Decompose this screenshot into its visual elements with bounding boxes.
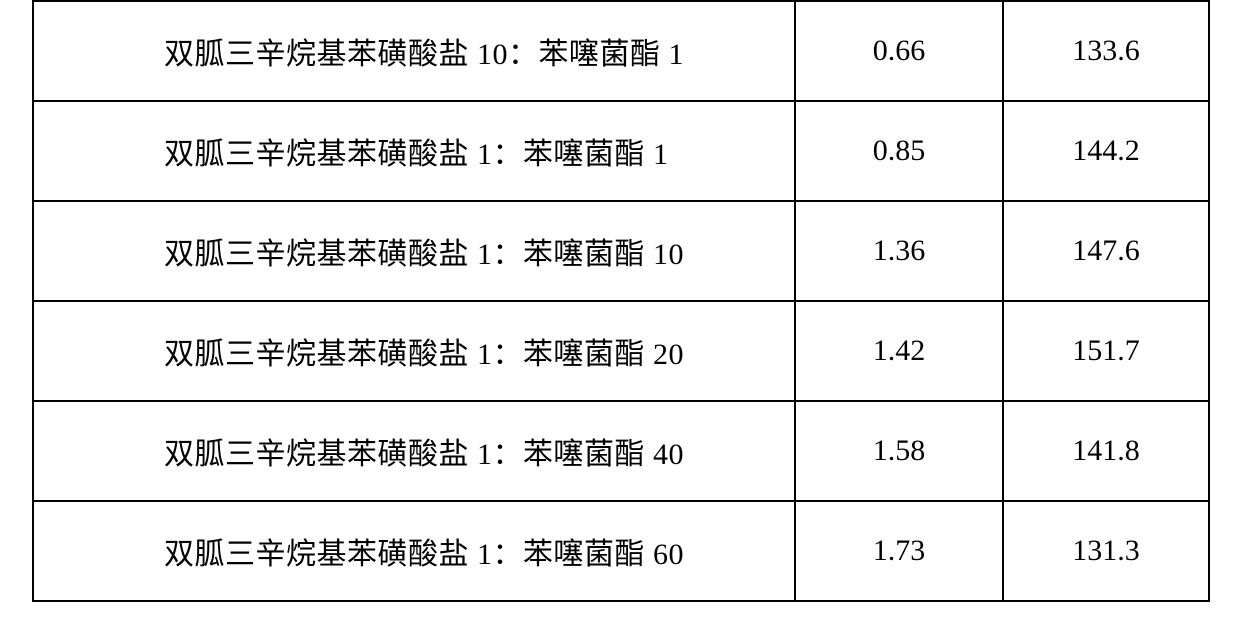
cell-value-1: 1.42 xyxy=(795,301,1003,401)
table-row: 双胍三辛烷基苯磺酸盐 1：苯噻菌酯 10 1.36 147.6 xyxy=(33,201,1209,301)
cell-value-2: 144.2 xyxy=(1003,101,1209,201)
cell-value-2: 131.3 xyxy=(1003,501,1209,601)
table-row: 双胍三辛烷基苯磺酸盐 10：苯噻菌酯 1 0.66 133.6 xyxy=(33,1,1209,101)
cell-value-1: 0.66 xyxy=(795,1,1003,101)
cell-value-2: 141.8 xyxy=(1003,401,1209,501)
cell-description: 双胍三辛烷基苯磺酸盐 1：苯噻菌酯 10 xyxy=(33,201,795,301)
cell-value-1: 1.36 xyxy=(795,201,1003,301)
cell-description: 双胍三辛烷基苯磺酸盐 1：苯噻菌酯 60 xyxy=(33,501,795,601)
cell-value-1: 1.73 xyxy=(795,501,1003,601)
data-table: 双胍三辛烷基苯磺酸盐 10：苯噻菌酯 1 0.66 133.6 双胍三辛烷基苯磺… xyxy=(32,0,1210,602)
cell-description: 双胍三辛烷基苯磺酸盐 1：苯噻菌酯 1 xyxy=(33,101,795,201)
cell-value-2: 147.6 xyxy=(1003,201,1209,301)
table-row: 双胍三辛烷基苯磺酸盐 1：苯噻菌酯 60 1.73 131.3 xyxy=(33,501,1209,601)
table-row: 双胍三辛烷基苯磺酸盐 1：苯噻菌酯 20 1.42 151.7 xyxy=(33,301,1209,401)
cell-description: 双胍三辛烷基苯磺酸盐 10：苯噻菌酯 1 xyxy=(33,1,795,101)
table-row: 双胍三辛烷基苯磺酸盐 1：苯噻菌酯 1 0.85 144.2 xyxy=(33,101,1209,201)
cell-value-2: 151.7 xyxy=(1003,301,1209,401)
cell-description: 双胍三辛烷基苯磺酸盐 1：苯噻菌酯 20 xyxy=(33,301,795,401)
cell-value-1: 0.85 xyxy=(795,101,1003,201)
table-row: 双胍三辛烷基苯磺酸盐 1：苯噻菌酯 40 1.58 141.8 xyxy=(33,401,1209,501)
data-table-container: 双胍三辛烷基苯磺酸盐 10：苯噻菌酯 1 0.66 133.6 双胍三辛烷基苯磺… xyxy=(32,0,1208,602)
cell-value-2: 133.6 xyxy=(1003,1,1209,101)
cell-description: 双胍三辛烷基苯磺酸盐 1：苯噻菌酯 40 xyxy=(33,401,795,501)
cell-value-1: 1.58 xyxy=(795,401,1003,501)
